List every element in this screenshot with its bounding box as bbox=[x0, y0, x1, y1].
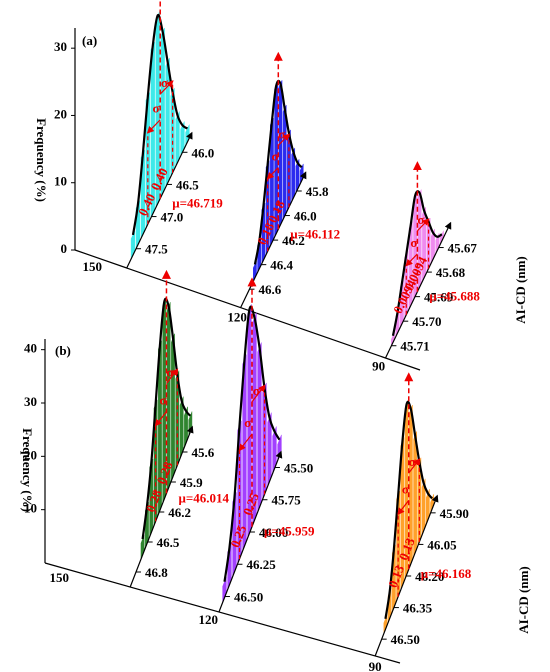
sigma-symbol: σ bbox=[271, 148, 278, 163]
y-tick-label: 30 bbox=[24, 394, 37, 409]
mu-label: μ=45.688 bbox=[429, 289, 480, 304]
sigma-symbol: σ bbox=[253, 383, 260, 398]
cd-tick-label: 46.2 bbox=[168, 505, 191, 520]
cd-tick-label: 46.25 bbox=[246, 557, 276, 572]
cd-tick-label: 45.71 bbox=[400, 339, 429, 354]
cd-tick-label: 45.75 bbox=[271, 493, 301, 508]
cd-tick-label: 45.67 bbox=[448, 241, 478, 256]
y-tick-label: 30 bbox=[54, 39, 67, 54]
sigma-arrow bbox=[238, 433, 253, 452]
cd-tick-label: 45.9 bbox=[180, 475, 203, 490]
sigma-arrow bbox=[397, 499, 410, 516]
mu-label: μ=46.112 bbox=[290, 226, 340, 241]
y-tick-label: 20 bbox=[24, 447, 37, 462]
cd-tick-label: 46.4 bbox=[270, 258, 293, 273]
cd-tick-label: 45.50 bbox=[284, 460, 313, 475]
cd-tick-label: 46.6 bbox=[258, 282, 281, 297]
sigma-symbol: σ bbox=[160, 393, 167, 408]
sigma-arrow bbox=[251, 384, 266, 403]
x-axis-label: AI-CD (nm) bbox=[513, 256, 528, 324]
sigma-arrow bbox=[266, 167, 279, 180]
sigma-arrow bbox=[165, 368, 179, 384]
cd-tick-label: 45.8 bbox=[306, 184, 329, 199]
depth-tick-label: 150 bbox=[83, 259, 103, 274]
y-axis-label: Frequency (%) bbox=[34, 118, 49, 202]
fit-curve bbox=[384, 400, 433, 619]
histogram-bar bbox=[282, 104, 287, 220]
sigma-symbol: σ bbox=[409, 454, 416, 469]
mu-label: μ=46.168 bbox=[421, 566, 472, 581]
y-axis-label: Frequency (%) bbox=[20, 428, 35, 512]
histogram-bar bbox=[257, 342, 262, 513]
cd-tick-label: 46.05 bbox=[427, 537, 457, 552]
cd-tick-label: 46.8 bbox=[145, 565, 168, 580]
cd-axis bbox=[129, 425, 194, 588]
y-tick-label: 20 bbox=[54, 106, 67, 121]
cd-tick-label: 46.50 bbox=[234, 590, 263, 605]
mu-label: μ=46.719 bbox=[172, 195, 223, 210]
sigma-symbol: σ bbox=[417, 212, 424, 227]
depth-axis bbox=[74, 249, 421, 371]
cd-tick-label: 46.20 bbox=[415, 569, 444, 584]
cd-tick-label: 46.50 bbox=[391, 632, 420, 647]
cd-tick-label: 45.90 bbox=[440, 506, 469, 521]
histogram-bar bbox=[413, 431, 417, 558]
cd-tick-label: 46.2 bbox=[282, 233, 305, 248]
depth-axis bbox=[44, 562, 401, 664]
mu-label: μ=45.959 bbox=[264, 524, 315, 539]
sigma-symbol: σ bbox=[244, 415, 251, 430]
depth-tick-label: 90 bbox=[372, 359, 385, 374]
cd-tick-label: 47.0 bbox=[161, 210, 184, 225]
sigma-symbol: σ bbox=[278, 126, 285, 141]
sigma-symbol: σ bbox=[166, 365, 173, 380]
cd-tick-label: 45.70 bbox=[412, 314, 441, 329]
cd-tick-label: 46.35 bbox=[403, 601, 433, 616]
cd-tick-label: 47.5 bbox=[145, 242, 168, 257]
cd-tick-label: 46.5 bbox=[157, 535, 180, 550]
cd-tick-label: 46.00 bbox=[259, 525, 288, 540]
depth-tick-label: 120 bbox=[199, 612, 219, 627]
depth-tick-label: 90 bbox=[369, 659, 382, 672]
cd-tick-label: 45.68 bbox=[436, 265, 466, 280]
panel-label: (a) bbox=[82, 33, 97, 48]
sigma-arrow bbox=[146, 119, 161, 134]
sigma-arrow bbox=[416, 218, 430, 232]
y-tick-label: 10 bbox=[24, 501, 37, 516]
cd-tick-label: 45.6 bbox=[192, 445, 215, 460]
sigma-arrow bbox=[405, 253, 418, 267]
cd-tick-label: 45.69 bbox=[424, 290, 454, 305]
sigma-arrow bbox=[277, 133, 290, 146]
x-axis-label: AI-CD (nm) bbox=[516, 566, 531, 634]
depth-tick-label: 120 bbox=[227, 309, 247, 324]
depth-tick-label: 150 bbox=[49, 570, 69, 585]
sigma-arrow bbox=[159, 80, 174, 95]
cd-axis bbox=[126, 131, 193, 269]
y-tick-label: 40 bbox=[24, 341, 37, 356]
panel-label: (b) bbox=[55, 343, 71, 358]
sigma-arrow bbox=[408, 458, 421, 474]
cd-tick-label: 46.0 bbox=[294, 209, 317, 224]
mu-label: μ=46.014 bbox=[178, 490, 229, 505]
y-tick-label: 10 bbox=[54, 174, 67, 189]
cd-tick-label: 46.0 bbox=[191, 145, 214, 160]
cd-tick-label: 46.5 bbox=[176, 177, 199, 192]
y-tick-label: 0 bbox=[61, 241, 68, 256]
sigma-symbol: σ bbox=[152, 101, 159, 116]
sigma-symbol: σ bbox=[410, 235, 417, 250]
sigma-symbol: σ bbox=[402, 481, 409, 496]
sigma-arrow bbox=[154, 411, 167, 427]
sigma-symbol: σ bbox=[161, 75, 168, 90]
